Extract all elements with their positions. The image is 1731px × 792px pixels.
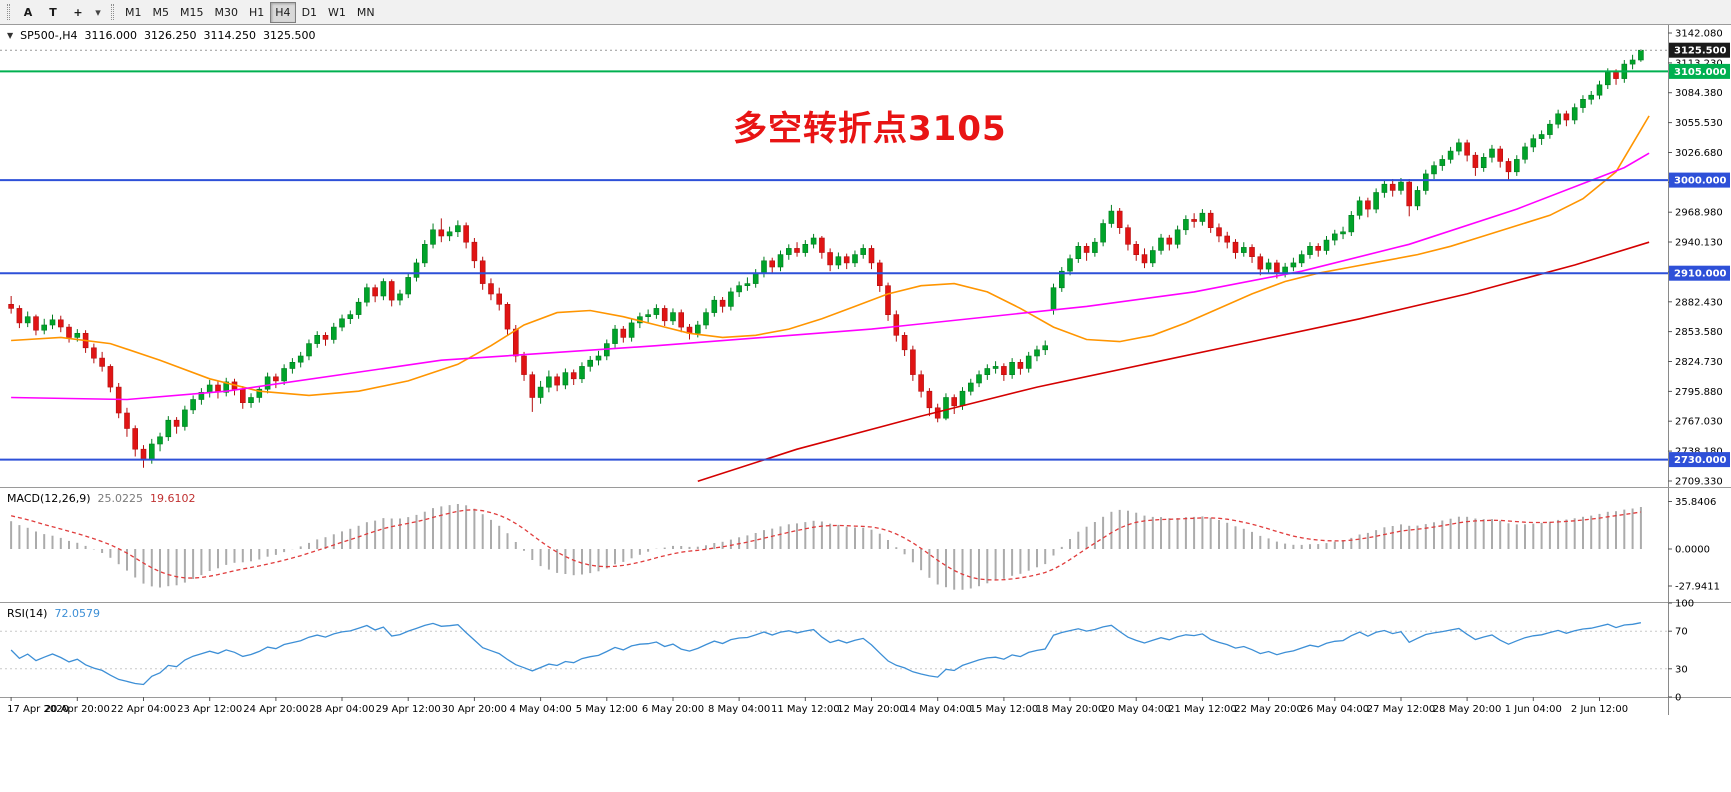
moving-averages	[11, 115, 1650, 483]
font-tool-button[interactable]: A	[16, 2, 40, 23]
svg-text:100: 100	[1675, 599, 1694, 610]
svg-text:23 Apr 12:00: 23 Apr 12:00	[177, 704, 242, 715]
svg-text:8 May 04:00: 8 May 04:00	[708, 704, 770, 715]
svg-text:4 May 04:00: 4 May 04:00	[509, 704, 571, 715]
svg-text:2910.000: 2910.000	[1674, 269, 1727, 280]
svg-text:30: 30	[1675, 664, 1688, 675]
svg-text:28 Apr 04:00: 28 Apr 04:00	[309, 704, 374, 715]
timeframe-group: M1 M5 M15 M30 H1 H4 D1 W1 MN	[120, 1, 380, 23]
svg-text:15 May 12:00: 15 May 12:00	[970, 704, 1039, 715]
svg-text:2795.880: 2795.880	[1675, 387, 1723, 398]
one-click-trading-icon[interactable]: ▼	[7, 31, 14, 40]
macd-signal-value: 19.6102	[150, 492, 196, 505]
fast-ma	[11, 115, 1650, 397]
svg-text:0: 0	[1675, 693, 1681, 704]
svg-text:2824.730: 2824.730	[1675, 357, 1723, 368]
svg-text:2853.580: 2853.580	[1675, 327, 1723, 338]
timeframe-m1-button[interactable]: M1	[120, 2, 147, 23]
timeframe-h1-button[interactable]: H1	[244, 2, 269, 23]
ohlc-close: 3125.500	[263, 29, 316, 42]
svg-text:3142.080: 3142.080	[1675, 29, 1723, 40]
timeframe-h4-button[interactable]: H4	[270, 1, 296, 23]
svg-text:28 May 20:00: 28 May 20:00	[1433, 704, 1502, 715]
toolbar: A T + ▾ M1 M5 M15 M30 H1 H4 D1 W1 MN	[0, 0, 1731, 25]
svg-text:29 Apr 12:00: 29 Apr 12:00	[376, 704, 441, 715]
svg-text:6 May 20:00: 6 May 20:00	[642, 704, 704, 715]
svg-text:0.0000: 0.0000	[1675, 545, 1710, 556]
svg-text:27 May 12:00: 27 May 12:00	[1367, 704, 1436, 715]
svg-text:2940.130: 2940.130	[1675, 238, 1723, 249]
svg-text:14 May 04:00: 14 May 04:00	[903, 704, 972, 715]
svg-text:-27.9411: -27.9411	[1675, 582, 1720, 593]
slow-ma	[697, 241, 1650, 483]
svg-text:35.8406: 35.8406	[1675, 497, 1716, 508]
macd-signal-line	[10, 509, 1642, 581]
mid-ma	[11, 152, 1650, 401]
symbol-timeframe: SP500-,H4	[20, 29, 78, 42]
macd-main-value: 25.0225	[97, 492, 144, 505]
svg-text:18 May 20:00: 18 May 20:00	[1036, 704, 1105, 715]
svg-text:30 Apr 20:00: 30 Apr 20:00	[442, 704, 507, 715]
rsi-label: RSI(14) 72.0579	[7, 607, 100, 620]
svg-text:3000.000: 3000.000	[1674, 176, 1727, 187]
ohlc-high: 3126.250	[144, 29, 197, 42]
horizontal-lines	[0, 49, 1668, 461]
svg-text:2709.330: 2709.330	[1675, 477, 1723, 488]
macd-label: MACD(12,26,9) 25.0225 19.6102	[7, 492, 196, 505]
svg-text:70: 70	[1675, 627, 1688, 638]
svg-text:20 May 04:00: 20 May 04:00	[1102, 704, 1171, 715]
svg-text:20 Apr 20:00: 20 Apr 20:00	[45, 704, 110, 715]
timeframe-d1-button[interactable]: D1	[297, 2, 322, 23]
svg-text:3125.500: 3125.500	[1674, 46, 1727, 57]
svg-text:17 Apr 2020: 17 Apr 2020	[7, 704, 69, 715]
chart-canvas[interactable]: 3142.0803113.2303084.3803055.5303026.680…	[0, 25, 1731, 792]
svg-text:21 May 12:00: 21 May 12:00	[1168, 704, 1237, 715]
svg-text:5 May 12:00: 5 May 12:00	[576, 704, 638, 715]
timeframe-w1-button[interactable]: W1	[323, 2, 351, 23]
timeframe-m5-button[interactable]: M5	[148, 2, 175, 23]
text-tool-button[interactable]: T	[41, 2, 65, 23]
tools-dropdown-button[interactable]: ▾	[91, 2, 105, 23]
svg-text:12 May 20:00: 12 May 20:00	[837, 704, 906, 715]
svg-text:1 Jun 04:00: 1 Jun 04:00	[1505, 704, 1562, 715]
svg-text:24 Apr 20:00: 24 Apr 20:00	[243, 704, 308, 715]
timeframe-mn-button[interactable]: MN	[352, 2, 380, 23]
toolbar-grip[interactable]	[7, 4, 10, 20]
svg-text:22 May 20:00: 22 May 20:00	[1234, 704, 1303, 715]
svg-text:3105.000: 3105.000	[1674, 67, 1727, 78]
ohlc-open: 3116.000	[84, 29, 138, 42]
svg-text:2 Jun 12:00: 2 Jun 12:00	[1571, 704, 1628, 715]
toolbar-grip[interactable]	[111, 4, 114, 20]
ohlc-low: 3114.250	[203, 29, 257, 42]
macd-panel: 35.8406 0.0000 -27.9411	[10, 497, 1720, 593]
svg-text:3084.380: 3084.380	[1675, 88, 1723, 99]
crosshair-tool-button[interactable]: +	[66, 2, 90, 23]
candlesticks	[8, 49, 1644, 468]
chart-ohlc-line: ▼ SP500-,H4 3116.000 3126.250 3114.250 3…	[7, 29, 316, 42]
macd-name: MACD(12,26,9)	[7, 492, 91, 505]
rsi-name: RSI(14)	[7, 607, 48, 620]
rsi-line	[10, 622, 1642, 686]
svg-text:2968.980: 2968.980	[1675, 208, 1723, 219]
chart-annotation: 多空转折点3105	[733, 109, 1007, 149]
svg-text:2882.430: 2882.430	[1675, 297, 1723, 308]
timeframe-m15-button[interactable]: M15	[175, 2, 209, 23]
svg-text:22 Apr 04:00: 22 Apr 04:00	[111, 704, 176, 715]
svg-text:3026.680: 3026.680	[1675, 148, 1723, 159]
price-axis: 3142.0803113.2303084.3803055.5303026.680…	[0, 25, 1731, 715]
svg-text:2767.030: 2767.030	[1675, 417, 1723, 428]
svg-text:11 May 12:00: 11 May 12:00	[771, 704, 840, 715]
svg-text:26 May 04:00: 26 May 04:00	[1301, 704, 1370, 715]
rsi-value: 72.0579	[54, 607, 100, 620]
timeframe-m30-button[interactable]: M30	[210, 2, 244, 23]
chart-panel: 3142.0803113.2303084.3803055.5303026.680…	[0, 25, 1731, 792]
rsi-panel: 100 70 30 0	[0, 599, 1694, 704]
svg-text:3055.530: 3055.530	[1675, 118, 1723, 129]
svg-text:2730.000: 2730.000	[1674, 455, 1727, 466]
